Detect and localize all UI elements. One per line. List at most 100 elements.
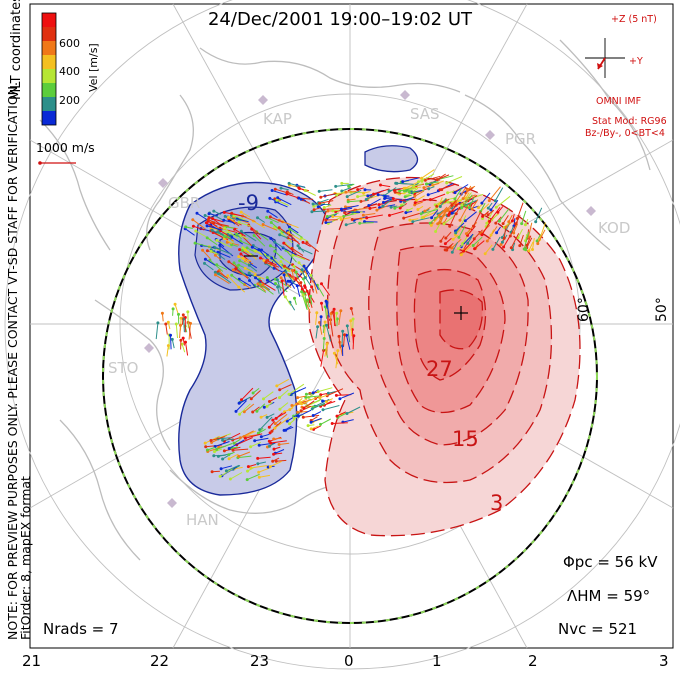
velocity-vector: [460, 245, 472, 256]
velocity-vector: [185, 342, 189, 356]
velocity-vector-origin: [494, 205, 498, 209]
velocity-vector-origin: [205, 236, 209, 240]
velocity-vector: [313, 203, 331, 206]
velocity-vector: [341, 217, 351, 220]
velocity-vector-origin: [331, 310, 335, 314]
velocity-vector: [346, 406, 361, 414]
mlt-tick-3: 3: [659, 652, 669, 670]
velocity-vector-origin: [408, 218, 412, 222]
velocity-vector: [319, 189, 333, 192]
velocity-vector-origin: [451, 237, 455, 241]
velocity-vector: [492, 236, 501, 250]
velocity-vector-origin: [261, 283, 265, 287]
velocity-vector-origin: [376, 193, 380, 197]
velocity-vector-origin: [362, 191, 366, 195]
velocity-vector: [216, 239, 232, 249]
velocity-vector: [480, 202, 486, 212]
velocity-vector-origin: [467, 206, 471, 210]
velocity-vector-origin: [345, 195, 349, 199]
velocity-vector-origin: [297, 261, 301, 265]
velocity-vector: [278, 227, 289, 235]
velocity-vector-origin: [244, 248, 248, 252]
station-labels: KAP SAS PGR GBR KOD STO HAN: [108, 105, 630, 529]
velocity-vector: [403, 212, 420, 219]
velocity-vector: [451, 242, 459, 253]
velocity-vector: [224, 211, 242, 217]
velocity-vector-origin: [448, 224, 452, 228]
velocity-vector: [344, 208, 358, 214]
velocity-vector-origin: [297, 196, 301, 200]
vector-count: Nvc = 521: [558, 620, 638, 638]
colorbar-segment: [42, 55, 56, 69]
velocity-vector-origin: [223, 214, 227, 218]
velocity-vector: [458, 225, 466, 238]
velocity-vector-origin: [279, 186, 283, 190]
velocity-vector: [352, 335, 355, 350]
velocity-vector: [303, 414, 320, 418]
velocity-vector-origin: [268, 244, 272, 248]
velocity-vector-origin: [296, 396, 300, 400]
contour-label-neg9: -9: [238, 191, 259, 215]
velocity-vector-origin: [504, 225, 508, 229]
velocity-vector: [348, 200, 361, 203]
velocity-vector: [208, 217, 224, 223]
velocity-vector-origin: [274, 282, 277, 285]
velocity-vector-origin: [438, 205, 442, 208]
velocity-vector-origin: [259, 415, 263, 419]
velocity-vector: [165, 323, 168, 335]
velocity-vector: [204, 262, 214, 271]
velocity-vector-origin: [403, 189, 406, 193]
velocity-vector-origin: [290, 404, 294, 407]
velocity-vector-origin: [257, 248, 261, 252]
velocity-vector-origin: [232, 441, 236, 445]
velocity-vector: [259, 474, 270, 478]
velocity-vector: [285, 249, 297, 263]
colorbar-segment: [42, 97, 56, 111]
velocity-vector: [446, 176, 463, 184]
velocity-vector-origin: [462, 249, 466, 253]
velocity-vector: [509, 221, 519, 237]
velocity-vector-origin: [283, 295, 287, 299]
velocity-vector-origin: [319, 195, 323, 199]
velocity-vector: [227, 241, 240, 246]
velocity-vector: [414, 190, 425, 197]
velocity-vector-origin: [206, 218, 210, 222]
velocity-vector-origin: [280, 279, 284, 283]
velocity-vector-origin: [179, 316, 183, 320]
velocity-vector: [380, 184, 391, 188]
velocity-vector-origin: [204, 445, 208, 449]
velocity-vector-origin: [320, 301, 323, 305]
velocity-vector-origin: [310, 407, 314, 411]
velocity-vector-origin: [417, 180, 420, 184]
velocity-vector: [285, 271, 295, 285]
velocity-vector-origin: [210, 228, 214, 232]
velocity-vector: [244, 267, 257, 275]
station-label-pgr: PGR: [505, 130, 536, 148]
velocity-vector: [224, 227, 239, 239]
velocity-vector: [281, 280, 285, 296]
coastlines: [39, 39, 651, 561]
velocity-vector-origin: [235, 232, 239, 236]
velocity-vector-origin: [205, 448, 209, 452]
velocity-vector: [267, 210, 278, 219]
latitude-labels: 60° 50°: [576, 297, 670, 322]
velocity-vector: [350, 320, 353, 337]
velocity-vector-origin: [536, 242, 540, 246]
velocity-vector: [175, 323, 178, 339]
velocity-vector-origin: [288, 422, 291, 426]
velocity-vector-origin: [507, 220, 511, 224]
positive-potential-cell: [308, 176, 581, 537]
velocity-vector: [251, 228, 262, 240]
velocity-vector-origin: [456, 247, 460, 251]
velocity-vector-origin: [227, 447, 231, 450]
velocity-vector: [342, 419, 354, 423]
velocity-vector-origin: [203, 441, 207, 445]
velocity-vector: [230, 472, 243, 480]
velocity-vector: [270, 238, 282, 251]
velocity-vector-origin: [523, 223, 527, 227]
velocity-vector-origin: [230, 273, 234, 277]
velocity-vector: [289, 226, 299, 234]
velocity-vector: [289, 228, 303, 238]
velocity-vector-origin: [245, 246, 249, 250]
velocity-vector: [394, 204, 406, 209]
